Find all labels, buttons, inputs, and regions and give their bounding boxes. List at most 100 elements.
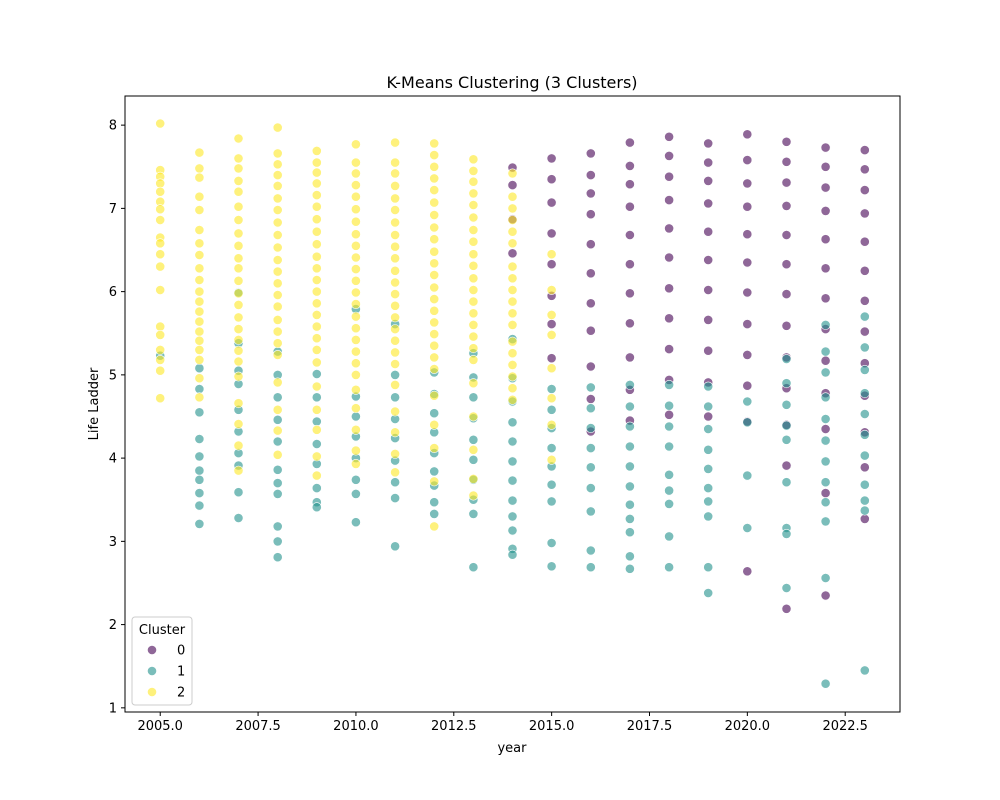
data-point (703, 483, 714, 493)
data-point (468, 331, 479, 342)
data-point (468, 444, 479, 455)
data-point (507, 383, 518, 394)
data-point (233, 186, 244, 197)
data-point (233, 440, 244, 451)
data-point (781, 156, 792, 167)
data-point (350, 384, 361, 395)
data-point (664, 223, 674, 234)
data-point (272, 266, 283, 277)
data-point (194, 392, 205, 403)
data-point (155, 285, 166, 295)
data-point (859, 388, 870, 399)
data-point (507, 495, 518, 506)
data-point (507, 417, 518, 428)
data-point (507, 191, 518, 202)
data-point (390, 493, 400, 503)
data-point (625, 137, 635, 148)
data-point (390, 265, 400, 276)
data-point (429, 340, 440, 351)
data-point (155, 204, 166, 215)
data-point (859, 164, 870, 175)
data-point (664, 150, 674, 161)
data-point (546, 249, 557, 260)
data-point (781, 230, 792, 240)
data-point (311, 416, 322, 427)
data-point (272, 170, 283, 180)
data-point (625, 352, 635, 363)
data-point (155, 365, 166, 376)
data-point (820, 293, 831, 304)
data-point (194, 434, 205, 444)
data-point (781, 354, 792, 364)
data-point (820, 477, 831, 488)
data-point (429, 258, 440, 269)
data-point (546, 443, 557, 453)
data-point (311, 424, 322, 435)
data-point (820, 573, 831, 583)
data-point (429, 173, 440, 184)
data-point (390, 230, 400, 240)
data-point (820, 414, 831, 424)
data-point (390, 467, 400, 478)
data-point (664, 131, 674, 142)
data-point (272, 148, 283, 159)
data-point (233, 240, 244, 251)
data-point (507, 215, 518, 225)
data-point (781, 529, 792, 539)
data-point (194, 147, 205, 158)
data-point (311, 404, 322, 415)
data-point (272, 180, 283, 191)
data-point (703, 411, 714, 422)
legend-label: 0 (177, 644, 185, 659)
legend-box (131, 616, 193, 706)
data-point (546, 319, 557, 329)
data-point (468, 490, 479, 501)
data-point (272, 122, 283, 133)
data-point (272, 159, 283, 170)
data-point (546, 419, 557, 430)
data-point (350, 240, 361, 251)
data-point (781, 320, 792, 331)
data-point (194, 263, 205, 274)
data-point (546, 353, 557, 364)
data-point (468, 411, 479, 422)
data-point (664, 469, 674, 480)
data-point (311, 214, 322, 225)
data-point (311, 369, 322, 379)
data-point (859, 429, 870, 440)
data-point (311, 275, 322, 285)
data-point (429, 161, 440, 172)
data-point (194, 250, 205, 260)
data-point (272, 377, 283, 388)
data-point (390, 300, 400, 311)
data-point (625, 481, 635, 492)
data-point (194, 225, 205, 235)
data-point (859, 462, 870, 473)
data-point (194, 238, 205, 249)
data-point (194, 344, 205, 355)
data-point (820, 161, 831, 172)
data-point (350, 252, 361, 263)
data-point (155, 249, 166, 260)
data-point (507, 203, 518, 214)
data-point (350, 358, 361, 369)
data-point (233, 175, 244, 186)
y-axis-title: Life Ladder (87, 367, 102, 440)
data-point (664, 379, 674, 390)
data-point (429, 150, 440, 160)
data-point (625, 160, 635, 171)
data-point (233, 275, 244, 286)
data-point (781, 378, 792, 389)
data-point (429, 390, 440, 401)
data-point (507, 359, 518, 370)
data-point (272, 193, 283, 204)
data-point (859, 665, 870, 676)
data-point (507, 475, 518, 486)
data-point (272, 326, 283, 337)
data-point (703, 285, 714, 295)
data-point (233, 371, 244, 382)
data-point (350, 216, 361, 227)
data-point (859, 479, 870, 490)
data-point (742, 470, 753, 481)
